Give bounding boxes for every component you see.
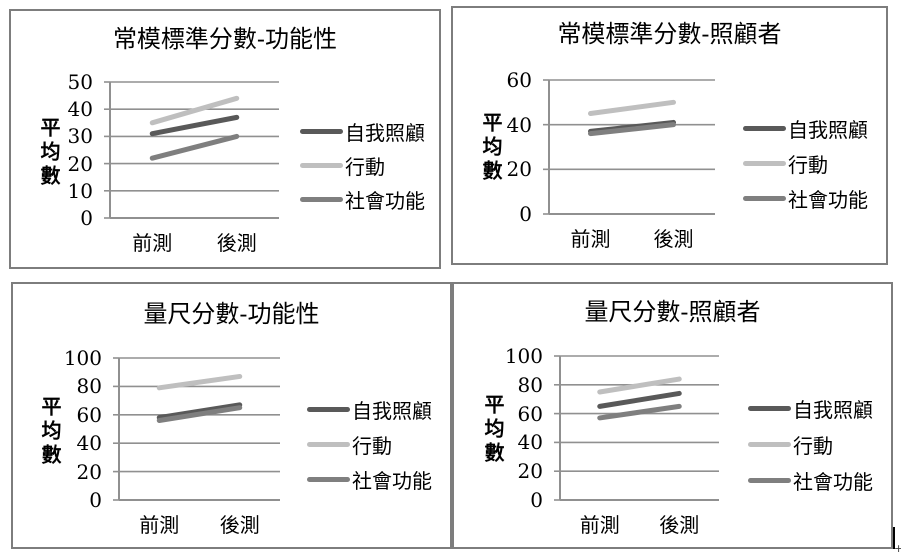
y-tick-label: 60 xyxy=(76,402,102,427)
legend-item: 自我照顧 xyxy=(748,390,873,426)
legend-line-swatch xyxy=(748,477,791,483)
chart-panel-scale-score-caregiver: 量尺分數-照顧者 平均數 前測 後測 自我照顧 行動 社會功能 0 20 40 60 8… xyxy=(452,282,893,549)
x-tick-label-pretest: 前測 xyxy=(579,513,620,537)
plot-area xyxy=(543,79,715,215)
y-tick-label: 20 xyxy=(517,459,543,484)
y-tick-label: 30 xyxy=(67,124,93,149)
y-tick-label: 60 xyxy=(506,68,532,92)
legend: 自我照顧 行動 社會功能 xyxy=(307,392,432,497)
series-line-2 xyxy=(588,122,676,137)
legend-label: 社會功能 xyxy=(352,469,432,493)
legend-item: 社會功能 xyxy=(307,462,432,497)
legend-label: 社會功能 xyxy=(345,188,425,213)
anchor-plus-mark: + xyxy=(894,542,901,555)
chart-panel-norm-score-caregiver: 常模標準分數-照顧者 平均數 前測 後測 自我照顧 行動 社會功能 0 20 40 6… xyxy=(451,6,888,265)
legend-label: 行動 xyxy=(345,154,385,179)
legend-line-swatch xyxy=(307,407,350,412)
legend-label: 行動 xyxy=(788,153,828,177)
y-axis-title: 平均數 xyxy=(38,396,62,468)
legend-line-swatch xyxy=(748,405,791,411)
series-line-1 xyxy=(156,373,243,391)
legend-label: 行動 xyxy=(793,433,833,458)
y-tick-label: 20 xyxy=(506,157,532,182)
x-tick-label-posttest: 後測 xyxy=(219,513,260,537)
legend-item: 行動 xyxy=(300,148,425,182)
legend-item: 社會功能 xyxy=(300,182,425,216)
y-tick-label: 40 xyxy=(67,97,93,122)
legend-line-swatch xyxy=(307,477,350,482)
text-cursor-mark xyxy=(893,527,895,549)
chart-title: 常模標準分數-功能性 xyxy=(112,25,338,53)
legend-label: 社會功能 xyxy=(793,469,873,494)
legend-label: 行動 xyxy=(352,434,392,458)
legend-item: 行動 xyxy=(748,426,873,462)
legend-item: 自我照顧 xyxy=(743,111,868,146)
legend-item: 社會功能 xyxy=(748,462,873,498)
y-tick-label: 100 xyxy=(63,346,102,370)
x-tick-label-pretest: 前測 xyxy=(139,513,180,537)
x-tick-label-posttest: 後測 xyxy=(659,513,700,537)
plot-area xyxy=(113,357,280,501)
legend-line-swatch xyxy=(743,126,786,131)
y-tick-label: 0 xyxy=(519,202,532,226)
y-tick-label: 80 xyxy=(76,374,102,399)
x-tick-label-pretest: 前測 xyxy=(132,231,173,255)
legend: 自我照顧 行動 社會功能 xyxy=(748,390,873,498)
y-tick-label: 0 xyxy=(80,206,93,230)
series-line-1 xyxy=(588,99,676,116)
chart-title: 常模標準分數-照顧者 xyxy=(557,20,782,48)
series-line-1 xyxy=(149,95,240,126)
plot-area xyxy=(554,355,719,501)
legend-line-swatch xyxy=(743,161,786,166)
plot-area xyxy=(104,81,279,219)
series-line-0 xyxy=(156,402,243,421)
series-line-2 xyxy=(149,133,240,161)
series-line-2 xyxy=(156,405,243,423)
legend-label: 自我照顧 xyxy=(788,118,868,142)
y-tick-label: 20 xyxy=(76,459,102,484)
y-tick-label: 20 xyxy=(67,151,93,176)
legend-item: 行動 xyxy=(307,427,432,462)
chart-title: 量尺分數-照顧者 xyxy=(584,298,761,326)
y-tick-label: 10 xyxy=(67,178,93,203)
legend-line-swatch xyxy=(300,162,343,168)
legend-line-swatch xyxy=(300,196,343,202)
x-tick-label-posttest: 後測 xyxy=(653,227,694,251)
chart-panel-scale-score-function: 量尺分數-功能性 平均數 前測 後測 自我照顧 行動 社會功能 0 20 40 60 8… xyxy=(11,282,452,549)
y-tick-label: 0 xyxy=(530,488,543,512)
series-line-0 xyxy=(149,114,240,137)
legend-item: 行動 xyxy=(743,146,868,181)
y-tick-label: 40 xyxy=(517,430,543,455)
y-tick-label: 100 xyxy=(504,344,543,368)
legend-item: 自我照顧 xyxy=(300,114,425,148)
legend: 自我照顧 行動 社會功能 xyxy=(743,111,868,216)
x-tick-label-posttest: 後測 xyxy=(216,231,257,255)
chart-panel-norm-score-function: 常模標準分數-功能性 平均數 前測 後測 自我照顧 行動 社會功能 0 10 20 3… xyxy=(9,9,441,269)
x-tick-label-pretest: 前測 xyxy=(570,227,611,251)
y-tick-label: 80 xyxy=(517,372,543,397)
series-line-2 xyxy=(597,403,682,421)
y-tick-label: 60 xyxy=(517,401,543,426)
y-tick-label: 50 xyxy=(67,70,93,94)
y-axis-title: 平均數 xyxy=(481,394,505,466)
legend-line-swatch xyxy=(743,196,786,201)
y-axis-title: 平均數 xyxy=(479,112,503,184)
legend-line-swatch xyxy=(307,442,350,447)
chart-title: 量尺分數-功能性 xyxy=(143,300,320,328)
legend-item: 社會功能 xyxy=(743,181,868,216)
y-tick-label: 0 xyxy=(89,488,102,512)
y-tick-label: 40 xyxy=(506,112,532,137)
legend-item: 自我照顧 xyxy=(307,392,432,427)
legend-line-swatch xyxy=(748,441,791,447)
legend-label: 自我照顧 xyxy=(345,120,425,145)
legend-label: 自我照顧 xyxy=(793,397,873,422)
y-tick-label: 40 xyxy=(76,431,102,456)
legend-label: 自我照顧 xyxy=(352,399,432,423)
legend: 自我照顧 行動 社會功能 xyxy=(300,114,425,216)
series-line-0 xyxy=(597,390,682,409)
y-axis-title: 平均數 xyxy=(37,117,61,189)
legend-label: 社會功能 xyxy=(788,188,868,212)
legend-line-swatch xyxy=(300,128,343,134)
series-line-1 xyxy=(597,376,682,395)
